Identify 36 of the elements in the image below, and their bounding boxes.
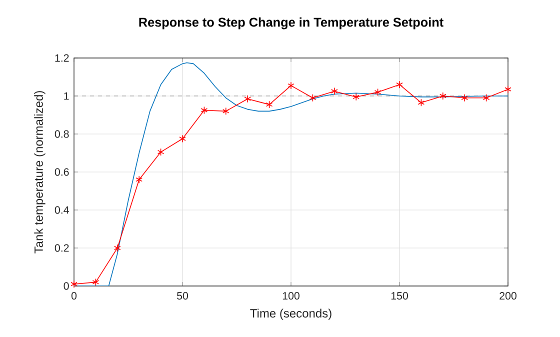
point bbox=[309, 94, 316, 102]
point bbox=[504, 85, 512, 94]
point bbox=[418, 98, 425, 107]
x-tick-label: 150 bbox=[391, 292, 408, 300]
point bbox=[157, 148, 164, 156]
point bbox=[70, 280, 78, 288]
x-axis-title: Time (seconds) bbox=[250, 308, 332, 320]
point bbox=[92, 278, 100, 286]
point bbox=[244, 94, 252, 103]
point bbox=[114, 244, 121, 252]
point bbox=[331, 87, 338, 96]
point bbox=[352, 93, 360, 101]
y-tick-label: 0.2 bbox=[54, 244, 69, 252]
y-tick-label: 0.6 bbox=[54, 168, 69, 176]
point bbox=[374, 88, 382, 96]
point bbox=[222, 107, 230, 116]
y-axis-title: Tank temperature (normalized) bbox=[34, 91, 46, 254]
point bbox=[461, 94, 468, 102]
point bbox=[288, 82, 294, 90]
y-tick-label: 0 bbox=[64, 282, 69, 290]
y-tick-label: 0.8 bbox=[54, 130, 69, 138]
y-tick-label: 0.4 bbox=[54, 206, 69, 214]
y-tick-label: 1.2 bbox=[55, 54, 69, 62]
x-tick-label: 50 bbox=[176, 292, 188, 300]
point bbox=[179, 134, 186, 143]
x-tick-label: 100 bbox=[282, 292, 300, 300]
y-tick-label: 1 bbox=[64, 92, 69, 100]
point bbox=[482, 94, 490, 102]
x-tick-label: 200 bbox=[500, 292, 516, 300]
point bbox=[136, 176, 143, 184]
chart-title: Response to Step Change in Temperature Setpoint bbox=[139, 17, 444, 30]
x-tick-label: 0 bbox=[71, 292, 77, 300]
point bbox=[396, 80, 403, 88]
point bbox=[200, 106, 208, 114]
point bbox=[266, 100, 273, 108]
point bbox=[439, 92, 446, 100]
